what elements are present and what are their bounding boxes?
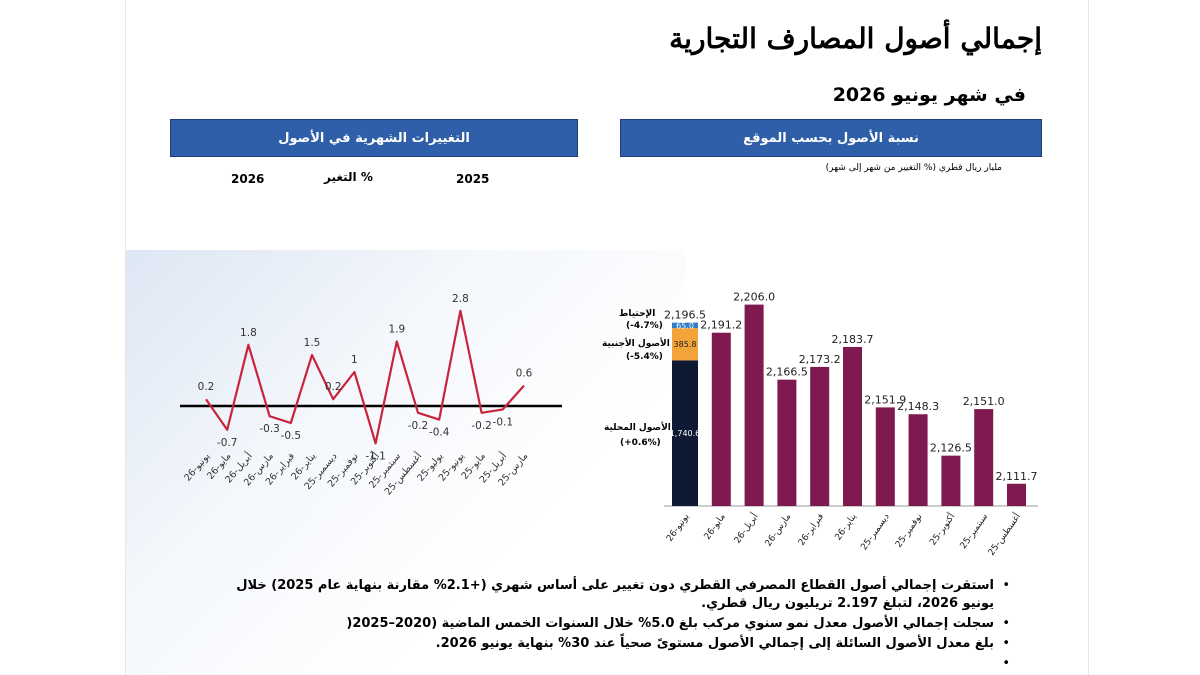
bar-category-label: أغسطس-25 bbox=[985, 511, 1023, 558]
left-section-header: التغييرات الشهرية في الأصول bbox=[170, 119, 578, 157]
legend-domestic: الأصول المحلية bbox=[604, 423, 671, 433]
bar bbox=[908, 414, 928, 506]
bar-category-label: أبريل-26 bbox=[731, 511, 760, 546]
page-subtitle: في شهر يونيو 2026 bbox=[832, 84, 1026, 106]
legend-foreign-change: (-5.4%) bbox=[626, 352, 663, 362]
bar-value-label: 2,183.7 bbox=[832, 333, 874, 346]
bar-value-label: 2,173.2 bbox=[799, 353, 841, 366]
bar bbox=[810, 366, 830, 506]
page-title: إجمالي أصول المصارف التجارية bbox=[669, 22, 1042, 55]
bar-category-label: نوفمبر-25 bbox=[894, 512, 925, 550]
bar-value-label: 2,206.0 bbox=[733, 291, 775, 304]
label-year-2026: 2026 bbox=[231, 172, 265, 186]
bar-category-label: فبراير-26 bbox=[797, 512, 826, 548]
bullet-item: سجلت إجمالي الأصول معدل نمو سنوي مركب بل… bbox=[234, 615, 1010, 633]
bar-value-label: 2,191.2 bbox=[700, 319, 742, 332]
legend-foreign: الأصول الأجنبية bbox=[602, 339, 670, 349]
right-section-header: نسبة الأصول بحسب الموقع bbox=[620, 119, 1042, 157]
bar-value-label: 2,148.3 bbox=[897, 400, 939, 413]
bar bbox=[777, 379, 797, 506]
bullet-item: استقرت إجمالي أصول القطاع المصرفي القطري… bbox=[234, 577, 1010, 613]
slide: إجمالي أصول المصارف التجارية في شهر يوني… bbox=[125, 0, 1089, 675]
bar-value-label: 2,111.7 bbox=[996, 470, 1038, 483]
bar bbox=[875, 407, 895, 506]
right-margin bbox=[1087, 0, 1200, 675]
bar-value-label: 2,126.5 bbox=[930, 442, 972, 455]
unit-note: مليار ريال قطري (% التغيير من شهر إلى شه… bbox=[825, 163, 1002, 173]
legend-reserves: الإحتياط bbox=[619, 309, 656, 319]
bar-category-label: ديسمبر-25 bbox=[859, 512, 891, 552]
bar bbox=[843, 346, 862, 506]
bullet-item: بلغ معدل الأصول السائلة إلى إجمالي الأصو… bbox=[234, 635, 1010, 653]
label-pct-change: % التغير bbox=[324, 170, 373, 184]
bar bbox=[744, 304, 764, 506]
bullet-list: استقرت إجمالي أصول القطاع المصرفي القطري… bbox=[234, 577, 1012, 673]
legend-reserves-change: (-4.7%) bbox=[626, 321, 663, 331]
bar-value-label: 2,151.9 bbox=[864, 393, 906, 406]
bar bbox=[711, 332, 731, 506]
label-year-2025: 2025 bbox=[456, 172, 490, 186]
bar-category-label: سبتمبر-25 bbox=[959, 512, 990, 551]
bar-category-label: أكتوبر-25 bbox=[927, 511, 958, 548]
bar bbox=[941, 455, 961, 506]
legend-domestic-change: (+0.6%) bbox=[620, 438, 661, 448]
bar-value-label: 2,151.0 bbox=[963, 395, 1005, 408]
left-margin bbox=[0, 0, 125, 675]
bar-category-label: يناير-26 bbox=[833, 512, 859, 543]
bar-category-label: مايو-26 bbox=[703, 512, 728, 542]
bar-value-label: 2,166.5 bbox=[766, 366, 808, 379]
bar bbox=[1007, 483, 1026, 506]
bar-category-label: مارس-26 bbox=[764, 512, 794, 549]
bar bbox=[974, 409, 994, 506]
